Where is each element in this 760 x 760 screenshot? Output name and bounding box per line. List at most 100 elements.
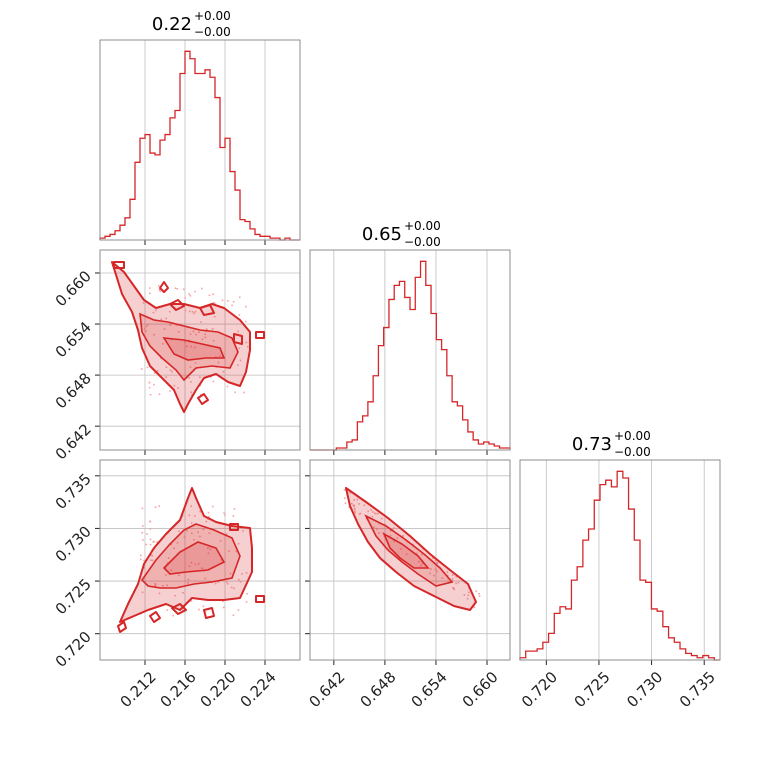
scatter-speck — [354, 511, 356, 514]
scatter-speck — [237, 330, 240, 333]
scatter-speck — [232, 301, 235, 303]
scatter-speck — [151, 554, 153, 557]
scatter-speck — [147, 324, 149, 326]
scatter-speck — [451, 579, 454, 582]
scatter-speck — [208, 294, 211, 297]
scatter-speck — [190, 391, 192, 393]
scatter-speck — [145, 543, 148, 546]
scatter-speck — [222, 600, 224, 603]
scatter-speck — [343, 497, 346, 499]
y-tick-label: 0.654 — [52, 318, 95, 361]
scatter-speck — [212, 302, 215, 304]
scatter-speck — [354, 510, 356, 513]
scatter-speck — [434, 568, 437, 571]
scatter-speck — [242, 530, 244, 532]
scatter-speck — [405, 553, 408, 556]
x-tick-label: 0.660 — [459, 668, 502, 711]
density-mid-contour — [139, 312, 239, 382]
x-tick-label: 0.224 — [237, 668, 280, 711]
scatter-speck — [467, 594, 469, 597]
scatter-speck — [226, 385, 229, 388]
density-inner-contour — [382, 532, 430, 569]
scatter-speck — [166, 562, 169, 564]
panel-frame — [99, 249, 301, 451]
scatter-speck — [171, 370, 173, 373]
scatter-speck — [156, 370, 159, 372]
scatter-speck — [208, 515, 210, 518]
scatter-speck — [184, 309, 187, 312]
grid-layer — [100, 40, 705, 660]
scatter-speck — [165, 574, 167, 576]
scatter-speck — [237, 542, 240, 545]
scatter-speck — [198, 331, 200, 333]
scatter-speck — [202, 605, 205, 608]
scatter-speck — [463, 594, 466, 596]
scatter-speck — [205, 520, 208, 523]
scatter-speck — [145, 325, 148, 328]
scatter-speck — [143, 559, 145, 562]
scatter-speck — [194, 362, 197, 364]
scatter-speck — [140, 554, 142, 557]
panel-frame — [519, 459, 721, 661]
scatter-speck — [154, 583, 157, 585]
histogram-title-upper-0: +0.00 — [194, 9, 231, 23]
y-tick-label: 0.725 — [52, 575, 95, 618]
scatter-speck — [245, 320, 247, 323]
scatter-speck — [201, 567, 203, 569]
scatter-speck — [230, 586, 233, 589]
scatter-speck — [158, 393, 161, 395]
scatter-speck — [204, 336, 207, 339]
scatter-speck — [245, 305, 247, 308]
scatter-speck — [194, 515, 196, 517]
scatter-speck — [222, 371, 225, 373]
scatter-speck — [191, 532, 193, 535]
scatter-speck — [169, 311, 171, 313]
scatter-speck — [184, 297, 186, 299]
scatter-speck — [375, 512, 377, 515]
scatter-speck — [245, 601, 248, 603]
x-tick-label: 0.654 — [408, 668, 451, 711]
y-tick-label: 0.720 — [52, 628, 95, 671]
scatter-speck — [232, 515, 235, 517]
scatter-speck — [148, 381, 151, 384]
scatter-speck — [212, 293, 214, 295]
scatter-speck — [140, 368, 143, 370]
density-noise-contours — [113, 261, 265, 405]
scatter-speck — [176, 288, 178, 290]
scatter-speck — [151, 559, 154, 562]
scatter-speck — [169, 324, 172, 327]
scatter-speck — [213, 315, 216, 318]
scatter-speck — [231, 304, 233, 307]
scatter-speck — [190, 600, 193, 602]
x-tick-label: 0.648 — [357, 668, 400, 711]
scatter-speck — [189, 294, 192, 297]
scatter-speck — [167, 557, 170, 559]
scatter-speck — [358, 503, 360, 505]
histogram-title-value-1: 0.65 — [362, 224, 402, 245]
scatter-speck — [221, 299, 224, 302]
scatter-speck — [149, 394, 152, 396]
y-tick-label: 0.660 — [52, 267, 95, 310]
scatter-speck — [376, 528, 378, 530]
scatter-speck — [238, 314, 241, 316]
scatter-speck — [140, 558, 142, 561]
scatter-speck — [163, 328, 166, 330]
scatter-speck — [178, 574, 180, 576]
scatter-speck — [143, 327, 146, 330]
scatter-speck — [353, 505, 355, 508]
scatter-speck — [389, 530, 392, 532]
scatter-speck — [193, 312, 195, 315]
scatter-speck — [208, 532, 211, 534]
scatter-speck — [218, 355, 221, 357]
histogram-title-value-0: 0.22 — [152, 14, 192, 35]
histogram-title-upper-1: +0.00 — [404, 219, 441, 233]
scatter-speck — [214, 356, 217, 358]
scatter-speck — [199, 510, 201, 513]
scatter-speck — [243, 391, 245, 394]
histogram-title-lower-2: −0.00 — [614, 445, 651, 459]
scatter-speck — [432, 557, 434, 559]
scatter-speck — [247, 346, 249, 348]
scatter-speck — [178, 530, 180, 533]
histogram-title-value-2: 0.73 — [572, 434, 612, 455]
